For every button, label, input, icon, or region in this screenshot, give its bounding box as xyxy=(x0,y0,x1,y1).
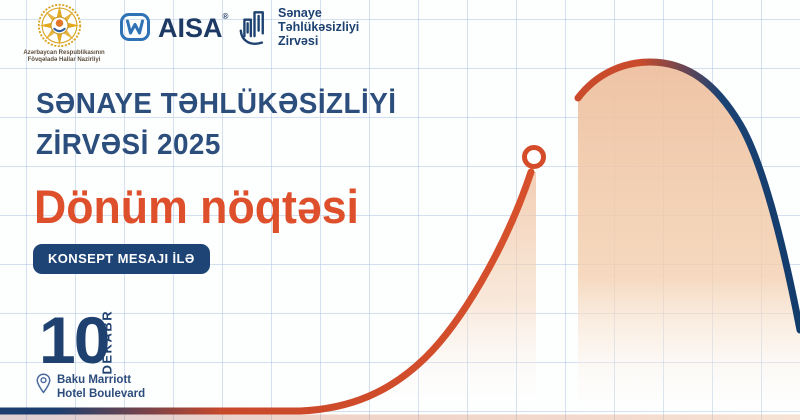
aisa-shield-icon xyxy=(120,13,150,41)
venue: Baku Marriott Hotel Boulevard xyxy=(36,373,145,401)
venue-line1: Baku Marriott xyxy=(57,374,132,386)
event-day: 10 xyxy=(39,303,110,377)
concept-badge: KONSEPT MESAJI İLƏ xyxy=(33,244,210,274)
title-line1: SƏNAYE TƏHLÜKƏSİZLİYİ xyxy=(36,88,397,120)
registered-mark: ® xyxy=(222,12,229,21)
ministry-name-line2: Fövqəladə Hallar Nazirliyi xyxy=(27,57,101,63)
summit-logo: Sənaye Təhlükəsizliyi Zirvəsi xyxy=(238,5,359,49)
page-title: SƏNAYE TƏHLÜKƏSİZLİYİ ZİRVƏSİ 2025 xyxy=(36,84,397,166)
event-month: DEKABR xyxy=(99,309,115,375)
aisa-wordmark: AISA® xyxy=(158,12,229,43)
venue-line2: Hotel Boulevard xyxy=(57,388,146,400)
venue-name: Baku Marriott Hotel Boulevard xyxy=(57,373,145,401)
aisa-logo: AISA® xyxy=(118,12,228,44)
title-line2: ZİRVƏSİ 2025 xyxy=(36,129,221,161)
summit-building-icon xyxy=(239,11,264,45)
ministry-name-line1: Azərbaycan Respublikasının xyxy=(23,50,105,56)
ministry-name: Azərbaycan Respublikasının Fövqəladə Hal… xyxy=(8,50,120,64)
summit-wordmark: Sənaye Təhlükəsizliyi Zirvəsi xyxy=(278,6,360,48)
location-pin-icon xyxy=(36,373,51,394)
turning-point-marker xyxy=(522,145,546,169)
slogan: Dönüm nöqtəsi xyxy=(34,180,359,233)
ministry-emblem-icon xyxy=(37,3,82,48)
